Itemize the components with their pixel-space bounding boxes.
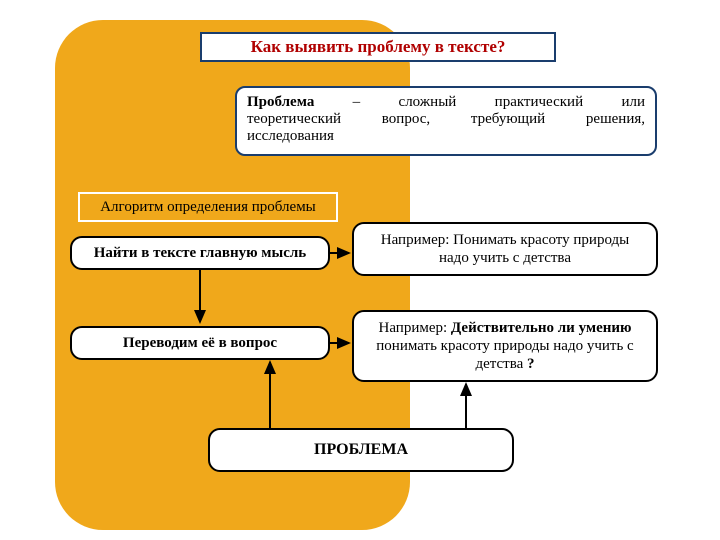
algorithm-label: Алгоритм определения проблемы (78, 192, 338, 222)
step2-text: Переводим её в вопрос (123, 334, 277, 352)
step1-text: Найти в тексте главную мысль (94, 244, 307, 262)
definition-line2: теоретический вопрос, требующий решения, (247, 111, 645, 128)
example2-box: Например: Действительно ли умению понима… (352, 310, 658, 382)
definition-line3: исследования (247, 128, 645, 145)
problem-text: ПРОБЛЕМА (314, 440, 408, 459)
title-text: Как выявить проблему в тексте? (251, 37, 506, 57)
definition-box: Проблема – сложный практический или теор… (235, 86, 657, 156)
title-box: Как выявить проблему в тексте? (200, 32, 556, 62)
example1-text: Например: Понимать красоту природы надо … (364, 231, 646, 267)
example2-bold: Действительно ли умению (451, 320, 632, 336)
step2-box: Переводим её в вопрос (70, 326, 330, 360)
definition-line1: Проблема – сложный практический или (247, 94, 645, 111)
example2-prefix: Например: (379, 320, 451, 336)
definition-lead: Проблема (247, 94, 314, 110)
example2-text: Например: Действительно ли умению понима… (364, 319, 646, 373)
example2-qmark: ? (527, 356, 535, 372)
example2-rest: понимать красоту природы надо учить с де… (376, 338, 633, 372)
example1-box: Например: Понимать красоту природы надо … (352, 222, 658, 276)
step1-box: Найти в тексте главную мысль (70, 236, 330, 270)
problem-box: ПРОБЛЕМА (208, 428, 514, 472)
algorithm-label-text: Алгоритм определения проблемы (100, 199, 316, 216)
definition-rest1: – сложный практический или (314, 94, 645, 110)
